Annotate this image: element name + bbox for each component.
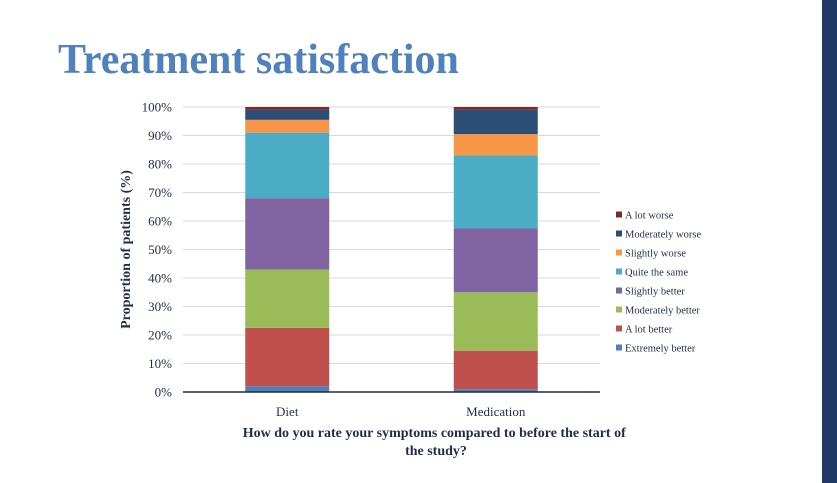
bar-segment <box>453 292 538 351</box>
x-tick-label: Medication <box>466 404 526 419</box>
bar-segment <box>453 109 538 135</box>
legend-swatch <box>616 306 622 313</box>
x-tick-label: Diet <box>276 404 299 419</box>
y-tick-label: 60% <box>148 214 172 229</box>
legend-label: A lot better <box>625 325 673 336</box>
x-axis-title: How do you rate your symptoms compared t… <box>243 426 630 459</box>
bar-segment <box>245 119 330 133</box>
bar-segment <box>245 327 330 387</box>
legend-swatch <box>616 230 622 237</box>
legend-label: Slightly better <box>625 287 685 298</box>
y-tick-label: 50% <box>148 242 172 257</box>
y-tick-label: 20% <box>148 328 172 343</box>
y-tick-label: 100% <box>142 100 173 115</box>
bar-segment <box>453 228 538 293</box>
bar-segment <box>245 386 330 392</box>
legend-swatch <box>616 268 622 275</box>
legend-swatch <box>616 249 622 256</box>
x-axis-title-line: How do you rate your symptoms compared t… <box>243 426 626 441</box>
y-axis-title: Proportion of patients (%) <box>119 170 134 329</box>
bar-segment <box>245 107 330 110</box>
bar-segment <box>245 109 330 120</box>
y-tick-label: 30% <box>148 299 172 314</box>
legend-swatch <box>616 325 622 332</box>
bar-segment <box>453 389 538 392</box>
legend-label: Extremely better <box>625 344 696 355</box>
bar-segment <box>453 350 538 390</box>
legend-label: Moderately better <box>625 306 700 317</box>
legend-swatch <box>616 211 622 218</box>
legend-label: Slightly worse <box>625 249 686 260</box>
bar-segment <box>453 107 538 110</box>
y-tick-label: 40% <box>148 271 172 286</box>
y-tick-labels: 0% 10% 20% 30% 40% 50% 60% 70% 80% 90% 100% <box>142 100 173 400</box>
slide-edge-bar <box>822 0 837 483</box>
legend-label: Moderately worse <box>625 230 701 241</box>
legend-label: Quite the same <box>625 268 688 279</box>
bar-segment <box>245 198 330 270</box>
bar-segment <box>245 269 330 328</box>
legend-swatch <box>616 287 622 294</box>
bar-segment <box>453 134 538 156</box>
legend-label: A lot worse <box>625 211 674 222</box>
y-tick-label: 70% <box>148 185 172 200</box>
bar-segment <box>453 155 538 229</box>
y-tick-label: 0% <box>155 385 173 400</box>
y-tick-label: 10% <box>148 356 172 371</box>
bar-segment <box>245 132 330 199</box>
x-tick-labels: Diet Medication <box>276 404 526 419</box>
bar-stacks <box>245 107 538 392</box>
slide-title: Treatment satisfaction <box>58 37 459 83</box>
legend: A lot worse Moderately worse Slightly wors… <box>616 211 701 355</box>
legend-swatch <box>616 344 622 351</box>
x-axis-title-line: the study? <box>405 444 467 459</box>
y-tick-label: 80% <box>148 157 172 172</box>
y-tick-label: 90% <box>148 128 172 143</box>
